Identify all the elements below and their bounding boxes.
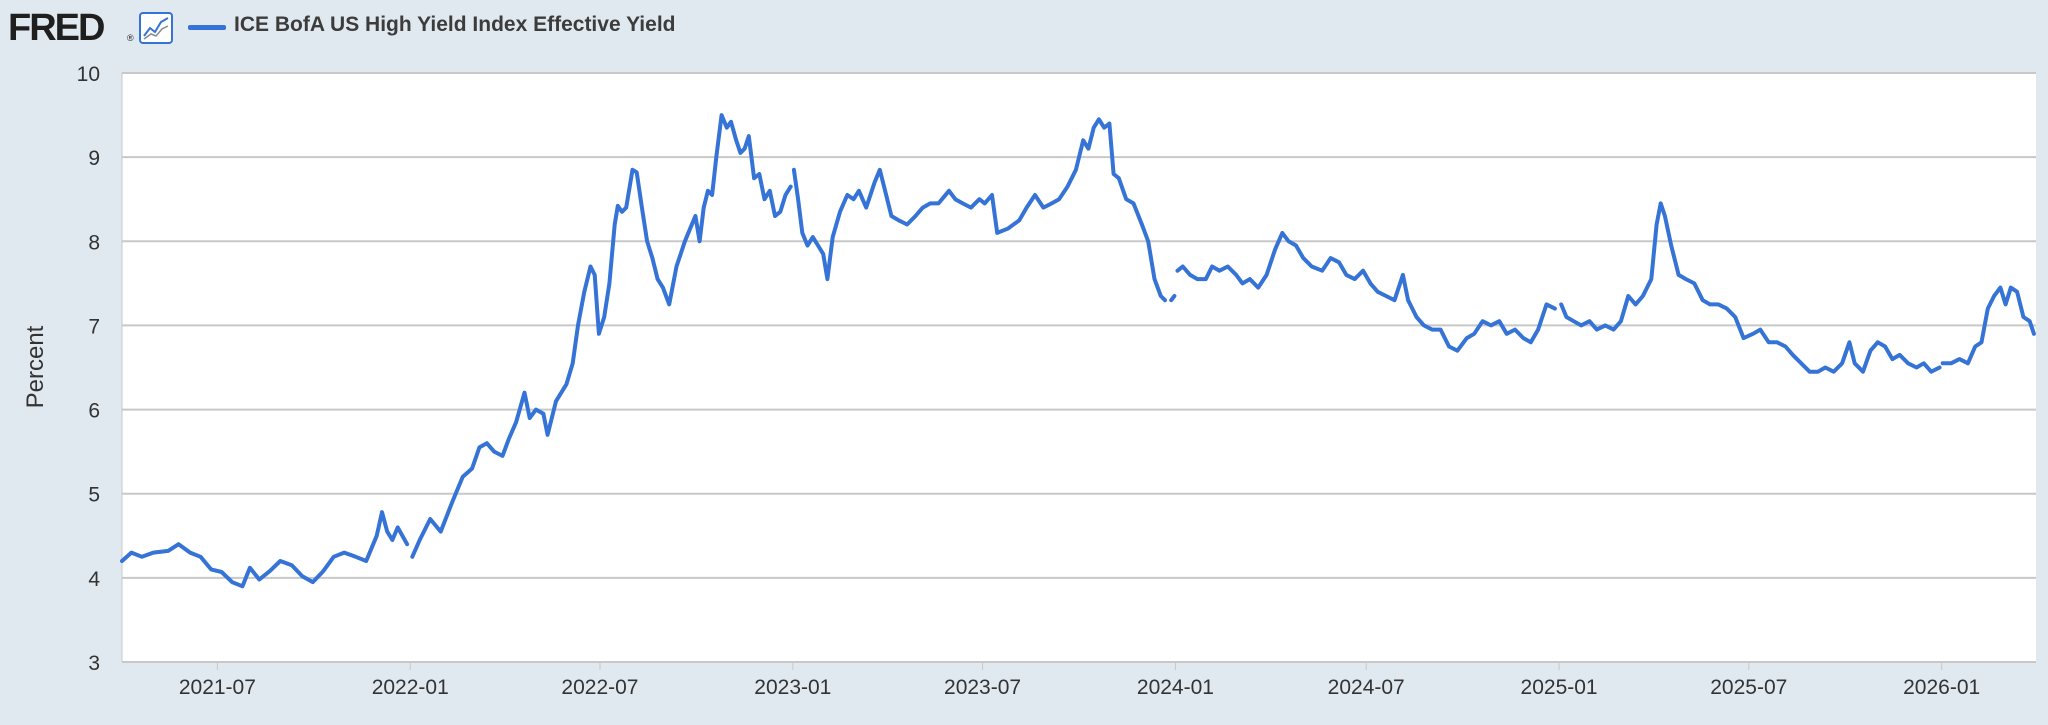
gridlines [122, 72, 2036, 663]
series-line-segment-4[interactable] [1175, 230, 1557, 353]
series-line-segment-5[interactable] [1559, 201, 1942, 374]
chart-header: FRED ® ICE BofA US High Yield Index Effe… [0, 0, 2048, 54]
x-axis-ticks: 2021-07 2022-01 2022-07 2023-01 2023-07 2024-… [179, 662, 1980, 699]
y-axis-ticks: 3 4 5 6 7 8 9 10 [77, 63, 101, 675]
x-tick-label: 2024-01 [1137, 676, 1214, 699]
y-tick-label: 8 [88, 231, 100, 254]
x-tick-label: 2025-07 [1710, 676, 1787, 699]
line-graph-icon[interactable] [139, 12, 173, 44]
series-line-segment-0[interactable] [120, 510, 410, 589]
x-tick-label: 2023-07 [944, 676, 1021, 699]
x-tick-label: 2026-01 [1903, 676, 1980, 699]
x-tick-label: 2024-07 [1328, 676, 1405, 699]
y-tick-label: 7 [88, 315, 100, 338]
legend-label: ICE BofA US High Yield Index Effective Y… [234, 13, 676, 36]
series-line-segment-6[interactable] [1940, 285, 2036, 366]
x-tick-label: 2023-01 [754, 676, 831, 699]
legend-swatch [188, 25, 226, 30]
series-group[interactable] [120, 113, 2036, 589]
y-tick-label: 10 [77, 63, 100, 86]
x-tick-label: 2022-01 [372, 676, 449, 699]
plot-area [122, 73, 2036, 662]
y-tick-label: 6 [88, 400, 100, 423]
y-axis-label: Percent [22, 325, 49, 408]
x-tick-label: 2021-07 [179, 676, 256, 699]
y-tick-label: 4 [88, 568, 100, 591]
registered-mark: ® [127, 33, 134, 43]
x-tick-label: 2025-01 [1521, 676, 1598, 699]
y-tick-label: 9 [88, 147, 100, 170]
x-tick-label: 2022-07 [561, 676, 638, 699]
series-line-segment-3[interactable] [1169, 294, 1177, 303]
y-tick-label: 5 [88, 484, 100, 507]
series-line-segment-2[interactable] [791, 117, 1167, 303]
fred-logo[interactable]: FRED [8, 7, 105, 49]
series-line-segment-1[interactable] [410, 113, 793, 559]
y-tick-label: 3 [88, 652, 100, 675]
